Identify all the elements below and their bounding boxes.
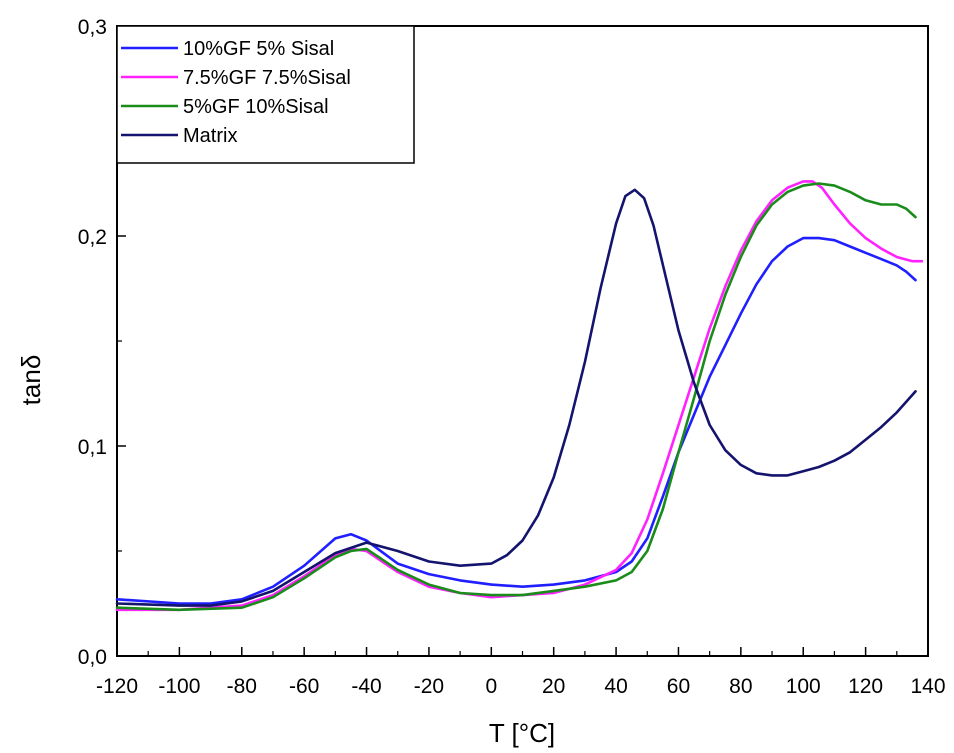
series-line-10-gf-5-sisal	[115, 236, 917, 605]
y-tick-label: 0,2	[78, 226, 107, 249]
legend-items: 10%GF 5% Sisal 7.5%GF 7.5%Sisal 5%GF 10%Si…	[121, 38, 351, 147]
axis-ticks	[116, 25, 929, 657]
axis-tick-labels: -120 -100 -80 -60 -40 -20 0 20 40 60 80 100 120 140 0,…	[78, 16, 946, 698]
x-tick-label: -120	[96, 675, 138, 698]
series-line-5-gf-10-sisal	[115, 182, 917, 612]
x-tick-label: 120	[848, 675, 883, 698]
y-tick-label: 0,1	[78, 436, 107, 459]
x-tick-label: -60	[289, 675, 319, 698]
x-axis-title: T [°C]	[489, 718, 555, 748]
x-tick-label: 60	[667, 675, 690, 698]
y-tick-label: 0,3	[78, 16, 107, 39]
x-tick-label: -20	[414, 675, 444, 698]
y-axis-title: tanδ	[16, 355, 46, 406]
x-tick-label: 0	[485, 675, 497, 698]
legend-label-10-gf-5-sisal: 10%GF 5% Sisal	[183, 38, 334, 60]
series-line-7-5-gf-7-5-sisal	[115, 180, 924, 612]
legend-label-5-gf-10-sisal: 5%GF 10%Sisal	[183, 96, 329, 118]
legend: 10%GF 5% Sisal 7.5%GF 7.5%Sisal 5%GF 10%Si…	[116, 25, 415, 164]
series-lines	[115, 180, 924, 612]
x-tick-label: -80	[227, 675, 257, 698]
x-tick-label: 20	[542, 675, 565, 698]
x-tick-label: 40	[604, 675, 627, 698]
x-tick-label: -40	[351, 675, 381, 698]
x-tick-label: 80	[729, 675, 752, 698]
y-tick-label: 0,0	[78, 646, 107, 669]
x-tick-label: 140	[910, 675, 945, 698]
x-tick-label: -100	[158, 675, 200, 698]
series-line-matrix	[115, 188, 917, 607]
legend-label-matrix: Matrix	[183, 125, 237, 147]
x-tick-label: 100	[786, 675, 821, 698]
legend-label-7-5-gf-7-5-sisal: 7.5%GF 7.5%Sisal	[183, 67, 351, 89]
